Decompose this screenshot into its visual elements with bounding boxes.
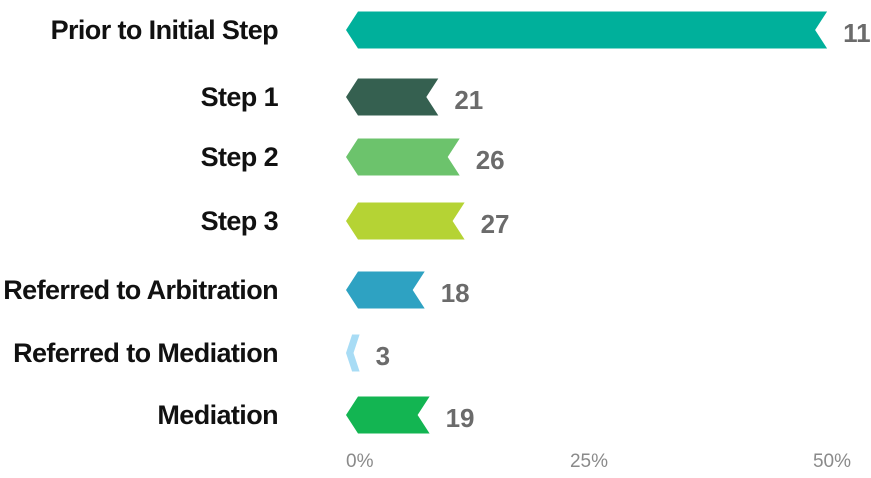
bar-referred-to-arbitration — [346, 271, 425, 309]
value-label-referred-to-arbitration: 18 — [441, 278, 470, 308]
category-label-prior-to-initial-step: Prior to Initial Step — [51, 15, 279, 45]
bar-step-3 — [346, 202, 465, 240]
bar-step-2 — [346, 138, 460, 176]
bar-referred-to-mediation — [346, 334, 360, 372]
x-tick-label-25: 25% — [570, 451, 608, 472]
x-axis-ticks: 0% 25% 50% — [346, 451, 851, 472]
category-label-referred-to-arbitration: Referred to Arbitration — [3, 275, 278, 305]
bar-mediation — [346, 396, 430, 434]
value-label-step-2: 26 — [476, 145, 505, 175]
category-label-step-2: Step 2 — [201, 142, 278, 172]
value-label-referred-to-mediation: 3 — [376, 341, 390, 371]
value-label-step-3: 27 — [481, 209, 510, 239]
value-label-mediation: 19 — [446, 403, 475, 433]
category-label-mediation: Mediation — [157, 400, 278, 430]
value-label-prior-to-initial-step: 110 — [843, 18, 871, 48]
x-tick-label-50: 50% — [813, 451, 851, 472]
category-labels: Prior to Initial Step Step 1 Step 2 Step 3 R… — [3, 15, 279, 430]
bar-step-1 — [346, 78, 439, 116]
value-label-step-1: 21 — [454, 85, 483, 115]
category-label-referred-to-mediation: Referred to Mediation — [13, 338, 278, 368]
bar-prior-to-initial-step — [346, 11, 828, 49]
bars — [346, 11, 828, 434]
value-labels: 110 21 26 27 18 3 19 — [376, 18, 871, 433]
category-label-step-3: Step 3 — [201, 206, 279, 236]
x-tick-label-0: 0% — [346, 451, 374, 472]
category-label-step-1: Step 1 — [201, 82, 279, 112]
